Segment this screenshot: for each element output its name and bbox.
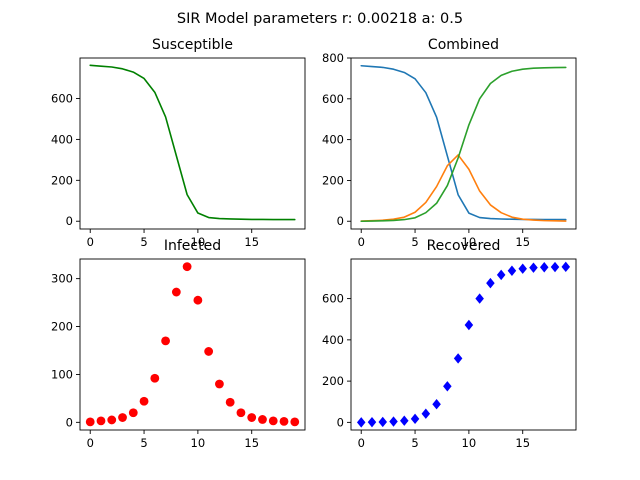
data-point-infected-9 (182, 262, 192, 272)
data-point-recovered-12 (486, 277, 495, 289)
data-point-infected-16 (258, 415, 267, 424)
data-point-infected-13 (225, 397, 235, 407)
panel-combined: Combined 0 5 10 15 0 200 400 600 800 (322, 37, 577, 249)
data-point-infected-5 (139, 396, 149, 406)
data-point-recovered-6 (421, 408, 431, 419)
data-point-infected-12 (215, 379, 224, 389)
y-tick-label-susceptible-200: 200 (51, 173, 73, 187)
axes-frame-recovered (350, 258, 577, 431)
data-point-infected-2 (107, 415, 117, 425)
data-point-infected-7 (161, 336, 170, 346)
y-tick-label-combined-0: 0 (337, 214, 344, 228)
x-tick-label-susceptible-5: 5 (140, 235, 147, 249)
figure-suptitle: SIR Model parameters r: 0.00218 a: 0.5 (177, 11, 463, 27)
axes-frame-combined (350, 57, 577, 230)
axes-frame-infected (79, 258, 306, 431)
y-tick-label-combined-600: 600 (322, 92, 344, 106)
data-point-infected-0 (85, 417, 95, 427)
data-point-infected-8 (171, 287, 181, 297)
data-point-recovered-3 (389, 416, 398, 427)
x-tick-label-combined-10: 10 (462, 235, 477, 249)
y-tick-label-combined-200: 200 (322, 173, 344, 187)
x-tick-label-infected-15: 15 (244, 436, 259, 450)
data-point-recovered-8 (443, 381, 452, 392)
data-point-recovered-17 (539, 262, 549, 273)
x-tick-label-recovered-5: 5 (411, 436, 418, 450)
data-point-infected-15 (247, 413, 257, 422)
data-point-recovered-5 (410, 413, 420, 425)
x-tick-label-recovered-10: 10 (462, 436, 477, 450)
data-point-recovered-7 (432, 399, 441, 410)
data-point-infected-10 (193, 295, 203, 305)
y-tick-label-infected-100: 100 (51, 367, 73, 381)
data-point-infected-3 (118, 413, 127, 422)
x-tick-label-susceptible-10: 10 (191, 235, 206, 249)
panel-susceptible: Susceptible 0 5 10 15 0 200 400 600 (51, 37, 306, 249)
data-point-infected-4 (128, 408, 138, 418)
data-point-recovered-11 (475, 293, 484, 304)
data-point-recovered-13 (496, 269, 506, 281)
x-tick-label-combined-5: 5 (411, 235, 418, 249)
data-point-infected-19 (290, 417, 300, 427)
chart-title-susceptible: Susceptible (152, 37, 233, 53)
y-tick-label-susceptible-400: 400 (51, 132, 73, 146)
data-point-recovered-15 (518, 263, 527, 274)
x-tick-label-susceptible-15: 15 (244, 235, 259, 249)
data-point-infected-6 (150, 373, 160, 383)
panel-recovered: Recovered 0 5 10 15 0 200 400 600 (322, 238, 577, 450)
data-point-recovered-14 (507, 265, 517, 276)
data-point-infected-1 (96, 416, 106, 426)
series-line-combined-2 (360, 66, 567, 223)
y-tick-label-recovered-0: 0 (337, 415, 344, 429)
y-tick-label-infected-300: 300 (51, 272, 73, 286)
x-tick-label-combined-15: 15 (515, 235, 530, 249)
y-tick-label-infected-200: 200 (51, 320, 73, 334)
data-point-recovered-4 (400, 415, 409, 426)
data-point-recovered-16 (529, 262, 538, 273)
x-tick-label-combined-0: 0 (358, 235, 365, 249)
data-point-recovered-1 (367, 416, 377, 428)
y-tick-label-susceptible-600: 600 (51, 92, 73, 106)
y-tick-label-recovered-200: 200 (322, 374, 344, 388)
x-tick-label-recovered-0: 0 (358, 436, 365, 450)
data-point-infected-17 (268, 416, 278, 426)
x-tick-label-susceptible-0: 0 (87, 235, 94, 249)
data-point-infected-11 (204, 347, 214, 356)
y-tick-label-recovered-400: 400 (322, 333, 344, 347)
x-tick-label-recovered-15: 15 (515, 436, 530, 450)
chart-title-infected: Infected (164, 238, 221, 254)
series-line-susceptible-0 (89, 64, 296, 221)
x-tick-label-infected-10: 10 (191, 436, 206, 450)
data-point-infected-14 (236, 408, 246, 418)
data-point-infected-18 (279, 416, 289, 426)
x-tick-label-infected-5: 5 (140, 436, 147, 450)
y-tick-label-recovered-600: 600 (322, 292, 344, 306)
series-line-combined-1 (360, 154, 567, 222)
y-tick-label-susceptible-0: 0 (66, 214, 73, 228)
data-point-recovered-19 (561, 261, 571, 273)
data-point-recovered-18 (550, 261, 560, 273)
data-point-recovered-10 (464, 319, 474, 331)
data-point-recovered-0 (356, 417, 366, 428)
chart-title-combined: Combined (428, 37, 499, 53)
data-point-recovered-9 (453, 353, 463, 364)
y-tick-label-combined-800: 800 (322, 51, 344, 65)
x-tick-label-infected-0: 0 (87, 436, 94, 450)
y-tick-label-combined-400: 400 (322, 133, 344, 147)
axes-frame-susceptible (79, 57, 306, 230)
data-point-recovered-2 (378, 416, 388, 428)
y-tick-label-infected-0: 0 (66, 415, 73, 429)
chart-title-recovered: Recovered (427, 238, 501, 254)
